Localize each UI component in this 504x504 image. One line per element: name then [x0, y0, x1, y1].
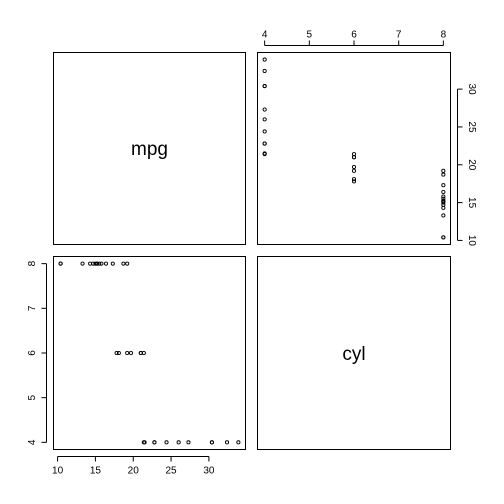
data-point — [441, 183, 446, 188]
panel-bottom-right — [257, 256, 451, 450]
tick-label: 25 — [466, 121, 477, 133]
tick-label: 7 — [27, 305, 38, 311]
data-point — [209, 440, 214, 445]
data-point — [110, 261, 115, 266]
data-point — [141, 350, 146, 356]
scatter-points-cyl-vs-mpg — [262, 57, 446, 240]
data-point — [441, 213, 446, 218]
data-point — [125, 350, 130, 356]
data-point — [58, 261, 63, 266]
data-point — [99, 261, 104, 266]
data-point — [103, 261, 109, 266]
data-point — [236, 440, 241, 445]
data-point — [351, 177, 357, 182]
tick-label: 4 — [262, 30, 268, 41]
scatter-points-mpg-vs-cyl — [58, 261, 241, 445]
panel-top-left — [53, 52, 246, 245]
data-point — [441, 200, 446, 205]
data-point — [441, 194, 446, 199]
data-point — [262, 107, 267, 112]
diagonal-label-mpg: mpg — [131, 139, 168, 160]
data-point — [224, 440, 230, 445]
data-point — [97, 261, 102, 266]
data-point — [351, 179, 357, 184]
data-point — [176, 440, 181, 445]
data-point — [152, 440, 157, 445]
data-point — [441, 196, 446, 201]
tick-label: 30 — [203, 466, 215, 477]
data-point — [441, 235, 446, 240]
data-point — [262, 152, 267, 157]
tick-label: 5 — [307, 30, 313, 41]
y-axis-right-mpg: 10 15 20 25 30 — [457, 84, 477, 247]
tick-label: 25 — [165, 466, 177, 477]
tick-label: 20 — [128, 466, 140, 477]
data-point — [351, 152, 357, 157]
data-point — [114, 350, 119, 356]
data-point — [441, 202, 446, 207]
y-axis-left-cyl: 4 5 6 7 8 — [27, 260, 47, 445]
data-point — [91, 261, 96, 266]
tick-label: 10 — [466, 235, 477, 247]
tick-label: 15 — [466, 197, 477, 209]
data-point — [262, 84, 267, 89]
tick-label: 6 — [27, 350, 38, 356]
tick-label: 15 — [90, 466, 102, 477]
diagonal-label-cyl: cyl — [342, 344, 365, 365]
tick-label: 4 — [27, 439, 38, 445]
data-point — [441, 172, 446, 177]
data-point — [351, 164, 357, 170]
data-point — [262, 117, 267, 122]
tick-label: 30 — [466, 84, 477, 96]
tick-label: 6 — [351, 30, 357, 41]
tick-label: 8 — [27, 260, 38, 266]
x-axis-bottom-mpg: 10 15 20 25 30 — [52, 456, 215, 477]
data-point — [262, 129, 267, 134]
data-point — [351, 168, 357, 173]
x-axis-top-cyl: 4 5 6 7 8 — [262, 30, 447, 46]
data-point — [116, 350, 121, 356]
data-point — [125, 261, 130, 266]
data-point — [262, 57, 267, 62]
data-point — [80, 261, 85, 266]
tick-label: 7 — [396, 30, 402, 41]
data-point — [186, 440, 191, 445]
tick-label: 8 — [441, 30, 447, 41]
data-point — [441, 168, 446, 173]
data-point — [93, 261, 98, 266]
panel-top-right — [257, 52, 451, 245]
data-point — [164, 440, 169, 445]
data-point — [121, 261, 126, 266]
panel-bottom-left — [53, 256, 246, 450]
tick-label: 5 — [27, 394, 38, 400]
data-point — [128, 350, 134, 356]
tick-label: 10 — [52, 466, 64, 477]
data-point — [441, 199, 446, 204]
data-point — [262, 141, 267, 146]
data-point — [94, 261, 99, 266]
tick-label: 20 — [466, 159, 477, 171]
data-point — [441, 189, 446, 195]
data-point — [141, 440, 146, 445]
data-point — [262, 68, 267, 74]
